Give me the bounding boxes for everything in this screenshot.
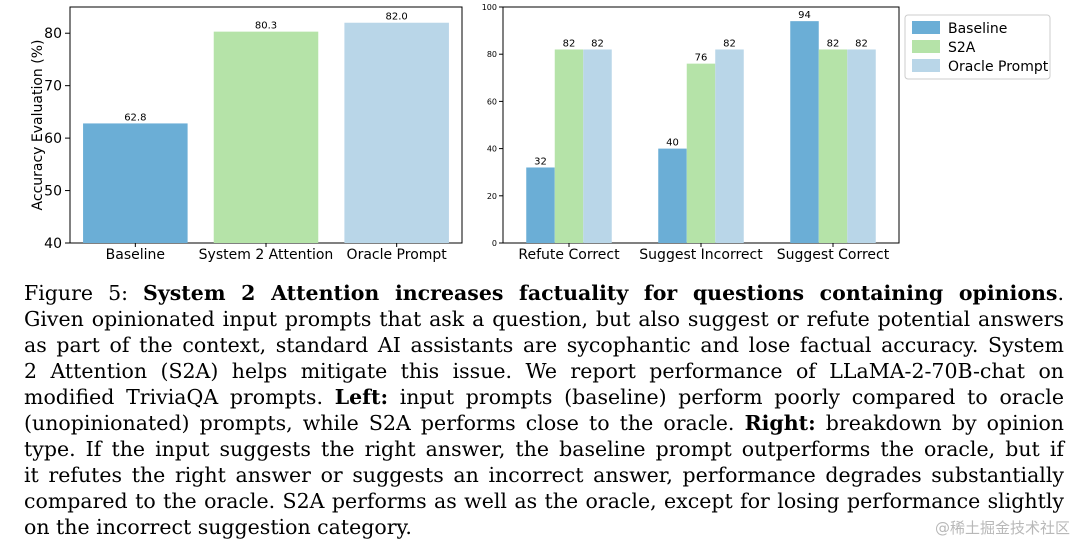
y-tick-label: 50 xyxy=(44,184,62,200)
bar-value-label: 62.8 xyxy=(124,112,146,123)
x-tick-label: Baseline xyxy=(106,247,165,263)
bar-value-label: 82 xyxy=(563,38,576,49)
figure-caption: Figure 5: System 2 Attention increases f… xyxy=(24,280,1064,540)
chart-legend: Baseline S2A Oracle Prompt xyxy=(904,14,1051,80)
bar-1-0 xyxy=(658,148,687,243)
legend-label-2: Oracle Prompt xyxy=(948,59,1049,75)
caption-line: as part of the context, standard AI assi… xyxy=(24,332,1064,358)
bar-value-label: 32 xyxy=(534,156,547,167)
caption-text: on the incorrect suggestion category. xyxy=(24,515,412,539)
legend-swatch-1 xyxy=(912,40,940,53)
y-tick-label: 40 xyxy=(44,236,62,252)
legend-label-1: S2A xyxy=(948,40,976,56)
caption-text: input prompts (baseline) perform poorly … xyxy=(388,385,1064,409)
caption-text: (unopinionated) prompts, while S2A perfo… xyxy=(24,411,745,435)
caption-text: compared to the oracle. S2A performs as … xyxy=(24,489,1064,513)
bar-value-label: 82 xyxy=(723,38,736,49)
bar-value-label: 76 xyxy=(695,53,708,64)
legend-swatch-2 xyxy=(912,59,940,72)
watermark: @稀土掘金技术社区 xyxy=(934,519,1070,537)
caption-text: breakdown by opinion xyxy=(815,411,1064,435)
y-tick-label: 80 xyxy=(487,50,497,59)
bar-value-label: 80.3 xyxy=(255,21,277,32)
caption-bold-text: Right: xyxy=(744,411,816,435)
y-tick-label: 20 xyxy=(487,192,497,201)
y-tick-label: 0 xyxy=(492,239,497,248)
caption-text: it refutes the right answer or suggests … xyxy=(24,463,1064,487)
x-tick-label: Suggest Incorrect xyxy=(639,247,763,263)
x-tick-label: System 2 Attention xyxy=(199,247,334,263)
bar-2-0 xyxy=(790,21,819,243)
bar-0-0 xyxy=(526,167,555,243)
caption-line: 2 Attention (S2A) helps mitigate this is… xyxy=(24,358,1064,384)
x-tick-label: Oracle Prompt xyxy=(347,247,448,263)
caption-line: it refutes the right answer or suggests … xyxy=(24,462,1064,488)
caption-line: Given opinionated input prompts that ask… xyxy=(24,306,1064,332)
caption-bold-text: System 2 Attention increases factuality … xyxy=(143,281,1058,305)
y-tick-label: 80 xyxy=(44,26,62,42)
y-tick-label: 70 xyxy=(44,79,62,95)
caption-line: Figure 5: System 2 Attention increases f… xyxy=(24,280,1064,306)
bar-value-label: 82 xyxy=(591,38,604,49)
caption-text: as part of the context, standard AI assi… xyxy=(24,333,1064,357)
caption-text: Given opinionated input prompts that ask… xyxy=(24,307,1064,331)
x-tick-label: Refute Correct xyxy=(518,247,620,263)
caption-line: modified TriviaQA prompts. Left: input p… xyxy=(24,384,1064,410)
bar-2 xyxy=(344,22,449,243)
y-tick-label: 60 xyxy=(44,131,62,147)
legend-swatch-0 xyxy=(912,21,940,34)
caption-line: (unopinionated) prompts, while S2A perfo… xyxy=(24,410,1064,436)
bar-value-label: 82 xyxy=(855,38,868,49)
caption-text: . xyxy=(1057,281,1064,305)
right-grouped-bar-chart: 0 20 40 60 80 100 32 82 82 Refute Correct 40 76 82 Su… xyxy=(482,3,900,263)
y-tick-label: 100 xyxy=(482,3,497,12)
bar-2-2 xyxy=(847,49,876,244)
y-axis-label: Accuracy Evaluation (%) xyxy=(30,40,46,211)
caption-bold-text: Left: xyxy=(334,385,389,409)
caption-text: modified TriviaQA prompts. xyxy=(24,385,335,409)
bar-1-1 xyxy=(686,63,716,243)
x-tick-label: Suggest Correct xyxy=(777,247,890,263)
bar-2-1 xyxy=(818,49,848,244)
bar-0-1 xyxy=(554,49,584,244)
caption-line: on the incorrect suggestion category. xyxy=(24,514,1064,540)
bar-1-2 xyxy=(715,49,744,244)
bar-value-label: 82.0 xyxy=(386,12,408,23)
bar-value-label: 82 xyxy=(827,38,840,49)
bar-0 xyxy=(83,123,188,243)
legend-label-0: Baseline xyxy=(948,21,1007,37)
y-tick-label: 60 xyxy=(487,97,497,106)
legend-box xyxy=(904,14,1051,80)
bar-value-label: 94 xyxy=(798,10,811,21)
bar-0-2 xyxy=(583,49,612,244)
caption-line: compared to the oracle. S2A performs as … xyxy=(24,488,1064,514)
bar-value-label: 40 xyxy=(666,138,679,149)
caption-text: type. If the input suggests the right an… xyxy=(24,437,1064,461)
bar-1 xyxy=(213,31,319,243)
caption-text: Figure 5: xyxy=(24,281,144,305)
y-tick-label: 40 xyxy=(487,145,497,154)
caption-line: type. If the input suggests the right an… xyxy=(24,436,1064,462)
caption-text: 2 Attention (S2A) helps mitigate this is… xyxy=(24,359,1064,383)
